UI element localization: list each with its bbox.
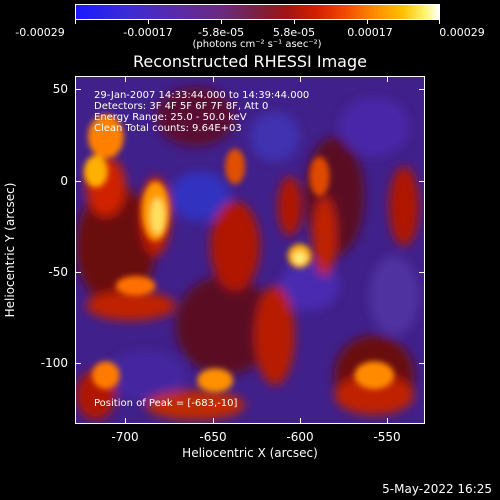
colorbar <box>75 4 440 20</box>
colorbar-tick <box>221 20 222 24</box>
x-tick <box>300 418 301 424</box>
colorbar-tick <box>439 20 440 24</box>
y-tick-label: 50 <box>52 82 68 96</box>
intensity-map <box>76 77 424 423</box>
info-time-range: 29-Jan-2007 14:33:44.000 to 14:39:44.000 <box>94 90 310 101</box>
x-tick <box>125 418 126 424</box>
x-axis-title: Heliocentric X (arcsec) <box>182 446 318 460</box>
y-tick <box>419 272 425 273</box>
info-energy-range: Energy Range: 25.0 - 50.0 keV <box>94 112 247 123</box>
y-tick <box>75 363 81 364</box>
colorbar-tick-label: 0.00029 <box>439 26 485 39</box>
y-tick <box>419 363 425 364</box>
colorbar-tick-label: 0.00017 <box>347 26 393 39</box>
colorbar-tick-label: 5.8e-05 <box>272 26 316 39</box>
y-tick <box>419 89 425 90</box>
y-tick <box>75 181 81 182</box>
y-tick-label: -100 <box>40 356 68 370</box>
colorbar-unit-label: (photons cm⁻² s⁻¹ asec⁻²) <box>192 39 322 50</box>
y-tick <box>75 272 81 273</box>
colorbar-tick-label: -5.8e-05 <box>197 26 245 39</box>
colorbar-tick <box>148 20 149 24</box>
rhessi-image[interactable]: 29-Jan-2007 14:33:44.000 to 14:39:44.000… <box>75 76 425 424</box>
colorbar-tick-label: -0.00017 <box>123 26 173 39</box>
x-tick <box>300 76 301 82</box>
y-tick-label: -50 <box>48 265 68 279</box>
x-tick-label: -600 <box>286 430 314 444</box>
date-stamp: 5-May-2022 16:25 <box>382 482 492 496</box>
x-tick <box>213 76 214 82</box>
x-tick-label: -650 <box>199 430 227 444</box>
info-total-counts: Clean Total counts: 9.64E+03 <box>94 123 242 134</box>
x-tick <box>387 76 388 82</box>
x-tick <box>125 76 126 82</box>
info-detectors: Detectors: 3F 4F 5F 6F 7F 8F, Att 0 <box>94 101 269 112</box>
x-tick <box>213 418 214 424</box>
peak-position-label: Position of Peak = [-683,-10] <box>94 398 238 409</box>
plot-title: Reconstructed RHESSI Image <box>133 52 367 71</box>
colorbar-tick <box>294 20 295 24</box>
y-axis-title: Heliocentric Y (arcsec) <box>3 182 17 318</box>
y-tick <box>75 89 81 90</box>
y-tick <box>419 181 425 182</box>
x-tick-label: -550 <box>373 430 401 444</box>
x-tick <box>387 418 388 424</box>
colorbar-tick <box>75 20 76 24</box>
colorbar-tick-label: -0.00029 <box>15 26 65 39</box>
colorbar-tick <box>367 20 368 24</box>
x-tick-label: -700 <box>111 430 139 444</box>
y-tick-label: 0 <box>60 174 68 188</box>
